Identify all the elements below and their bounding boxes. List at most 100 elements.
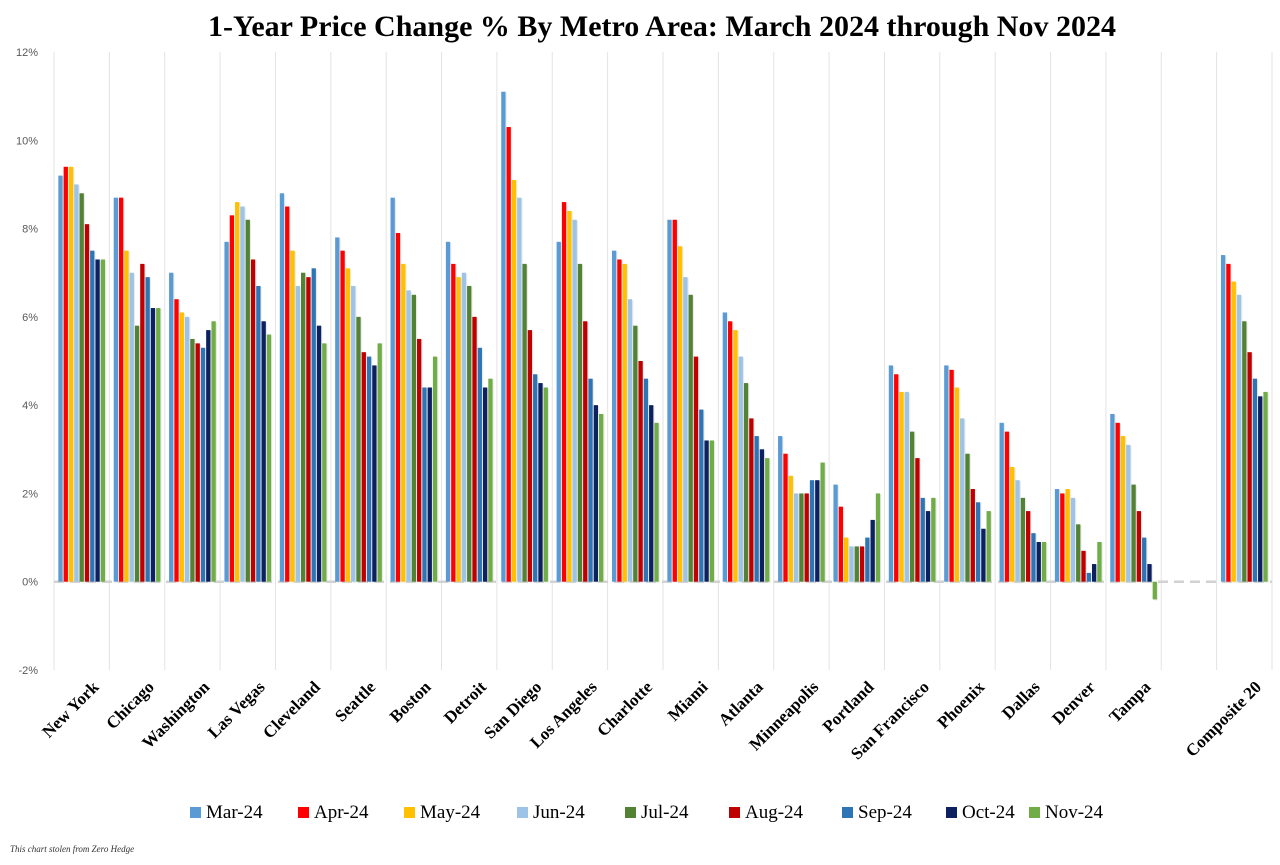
bar [240,206,245,582]
bar [1258,396,1263,582]
bar [649,405,654,582]
bar [944,365,949,582]
bar [743,383,749,582]
bar [749,418,754,582]
bar [527,330,533,582]
legend-label: May-24 [420,802,481,823]
bar [1226,263,1231,582]
bar [1026,511,1031,582]
legend-label: Nov-24 [1045,802,1104,823]
y-axis: -2% 0% 2% 4% 6% 8% 10% 12% [16,47,38,677]
bar [627,299,633,582]
x-tick-label: Composite 20 [1182,677,1265,760]
bar [1031,533,1036,582]
bar [583,321,588,582]
bar [733,330,738,582]
bar [1247,352,1252,582]
bar [975,502,981,582]
bar [190,338,195,582]
bar [451,263,456,582]
y-tick-label: 4% [22,400,38,412]
bar [1126,444,1131,582]
bar [377,343,382,582]
bar [100,259,106,582]
bar [899,391,904,582]
bar [599,413,604,582]
bar [501,91,506,582]
bar [156,308,161,582]
bar [1110,413,1115,582]
legend-label: Aug-24 [745,802,804,823]
legend-swatch [946,807,957,818]
bar [1242,321,1247,582]
bar [793,493,799,582]
legend-swatch [190,807,201,818]
bar [778,436,783,582]
bar [150,308,156,582]
bar [809,480,815,582]
bar [68,166,74,582]
bar [754,436,759,582]
bar [920,497,925,582]
bar [58,175,63,582]
bar [200,347,206,582]
bar [456,277,461,582]
bar [390,197,395,582]
y-tick-label: -2% [18,665,38,677]
bar [290,250,295,582]
bar [533,374,538,582]
bar [622,263,627,582]
bar [572,219,577,582]
bar [1081,550,1086,582]
bar [511,180,517,582]
bar [709,440,715,582]
bar [340,250,345,582]
bar [593,405,599,582]
bar [970,489,975,582]
bar [206,330,211,582]
legend-label: Oct-24 [962,802,1015,823]
bar [124,250,129,582]
bar [617,259,622,582]
bar [643,378,649,582]
bar [543,387,548,582]
bar [235,202,240,582]
x-tick-label: New York [38,677,102,741]
bar [211,321,216,582]
y-tick-label: 6% [22,312,38,324]
bar [765,458,770,582]
x-tick-label: Dallas [998,677,1044,723]
bar [335,237,340,582]
bar [1236,294,1242,582]
y-tick-label: 12% [16,47,38,59]
x-tick-label: Seattle [331,677,379,725]
bar [915,458,920,582]
bar [1070,497,1076,582]
bar [245,219,250,582]
bar [925,511,931,582]
bar [1220,255,1226,582]
bar [445,241,451,582]
bar [256,285,261,582]
bar [888,365,894,582]
bar [738,356,743,582]
x-tick-label: Las Vegas [204,677,269,742]
bar [611,250,617,582]
bar [1136,511,1142,582]
bar [140,263,145,582]
bar [638,361,643,582]
bar [432,356,438,582]
bar [722,312,727,582]
bar [960,418,965,582]
bar [1036,541,1041,582]
bar [538,383,543,582]
bar [849,546,854,582]
bar [1091,564,1097,582]
bar [788,475,793,582]
bar [372,365,377,582]
legend-label: Jul-24 [641,802,689,823]
bar [229,215,235,582]
bar [699,409,704,582]
bar [1147,564,1152,582]
bar [261,321,266,582]
